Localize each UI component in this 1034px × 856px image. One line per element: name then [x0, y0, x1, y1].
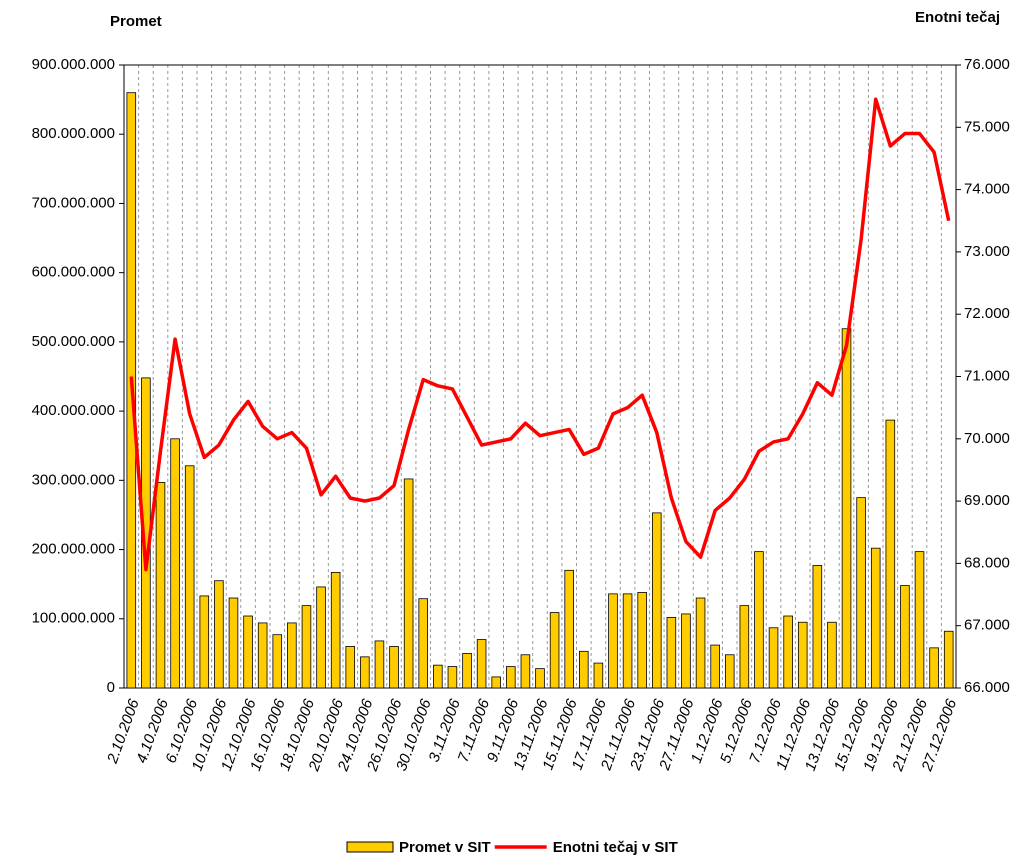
bar: [695, 597, 706, 689]
bar: [360, 656, 370, 689]
bar: [506, 666, 516, 689]
y2-tick-label: 70.000: [964, 430, 1010, 447]
bar: [549, 612, 560, 689]
bar: [564, 569, 574, 689]
bar: [856, 497, 866, 689]
plot-frame: [123, 64, 957, 689]
bar: [330, 571, 341, 689]
bar: [170, 438, 180, 689]
bar: [885, 419, 896, 689]
bar: [870, 547, 881, 689]
bar: [754, 551, 764, 689]
grid: [138, 65, 942, 688]
y2-tick-label: 74.000: [964, 181, 1010, 198]
y-tick-label: 200.000.000: [32, 541, 115, 558]
bar: [841, 328, 852, 689]
bar: [593, 662, 604, 689]
bar: [827, 621, 837, 689]
bar: [374, 640, 385, 689]
bar: [228, 597, 239, 689]
bar: [943, 630, 954, 689]
bar: [301, 605, 312, 689]
bar: [214, 580, 224, 689]
bar: [243, 615, 253, 689]
y-axis-title: Promet: [110, 13, 162, 30]
bar: [418, 598, 429, 689]
y2-tick-label: 69.000: [964, 492, 1010, 509]
bar: [768, 627, 779, 689]
bar: [520, 654, 531, 689]
bar: [637, 592, 647, 689]
bar: [535, 668, 545, 689]
bar: [184, 465, 195, 689]
bar: [257, 622, 268, 689]
bar: [462, 652, 472, 689]
bar: [681, 613, 691, 689]
bar: [622, 593, 633, 689]
y-tick-label: 500.000.000: [32, 333, 115, 350]
y2-tick-label: 67.000: [964, 617, 1010, 634]
y-tick-label: 800.000.000: [32, 125, 115, 142]
bar: [651, 512, 662, 689]
y2-tick-label: 66.000: [964, 679, 1010, 696]
bar: [389, 646, 399, 689]
bar: [433, 664, 443, 689]
bar: [608, 593, 618, 689]
bar: [900, 585, 910, 689]
bar: [287, 622, 297, 689]
bar: [724, 654, 735, 689]
y-tick-label: 700.000.000: [32, 194, 115, 211]
y-tick-label: 300.000.000: [32, 471, 115, 488]
bar: [272, 634, 283, 689]
y2-tick-label: 68.000: [964, 554, 1010, 571]
bar: [316, 586, 326, 689]
y2-tick-label: 71.000: [964, 367, 1010, 384]
bar: [797, 621, 808, 689]
bar: [710, 644, 720, 689]
bar: [914, 551, 925, 689]
bar: [199, 595, 210, 689]
legend-label: Promet v SIT: [399, 839, 491, 856]
y2-tick-label: 72.000: [964, 305, 1010, 322]
bar: [476, 639, 487, 689]
bar: [929, 647, 939, 689]
legend-label: Enotni tečaj v SIT: [553, 839, 678, 856]
y-tick-label: 400.000.000: [32, 402, 115, 419]
legend-swatch: [346, 841, 394, 853]
bar: [345, 646, 356, 689]
bar: [739, 605, 750, 689]
y-tick-label: 600.000.000: [32, 264, 115, 281]
bar: [579, 650, 589, 689]
line: [129, 97, 951, 572]
bar: [783, 615, 793, 689]
bar: [447, 666, 458, 689]
y-tick-label: 900.000.000: [32, 56, 115, 73]
bar: [812, 565, 823, 689]
y2-tick-label: 76.000: [964, 56, 1010, 73]
bar: [491, 676, 501, 689]
y2-tick-label: 75.000: [964, 118, 1010, 135]
y-tick-label: 0: [107, 679, 115, 696]
y-tick-label: 100.000.000: [32, 610, 115, 627]
bar: [666, 616, 677, 689]
y2-axis-title: Enotni tečaj: [915, 9, 1000, 26]
y2-tick-label: 73.000: [964, 243, 1010, 260]
bar: [403, 478, 414, 689]
bar: [155, 482, 166, 689]
